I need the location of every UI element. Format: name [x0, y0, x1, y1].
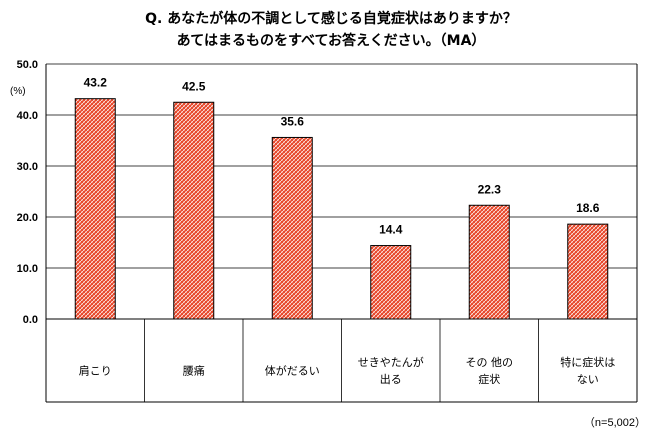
data-label-5: 22.3	[478, 182, 502, 196]
bar-5	[468, 204, 510, 320]
data-label-3: 35.6	[281, 114, 305, 128]
y-tick-label: 30.0	[17, 161, 38, 173]
category-label-4: 出る	[380, 372, 402, 386]
bar-4	[370, 245, 412, 320]
bars: 43.2 42.5 35.6 14.4 22.3 18.6	[74, 76, 609, 320]
bar-2	[173, 101, 215, 320]
category-label-3: 体がだるい	[265, 364, 320, 378]
category-label-4: せきやたんが	[358, 355, 424, 369]
category-label-2: 腰痛	[183, 364, 205, 378]
bar-6	[567, 223, 609, 320]
gridlines	[46, 63, 637, 269]
y-tick-label: 20.0	[17, 212, 38, 224]
category-label-1: 肩こり	[79, 364, 112, 378]
y-tick-label: 40.0	[17, 110, 38, 122]
y-unit-label: (%)	[10, 86, 26, 97]
category-label-5: その 他の	[466, 356, 514, 369]
question-title-line1: Q. あなたが体の不調として感じる自覚症状はありますか？	[145, 11, 517, 27]
category-label-5: 症状	[478, 372, 500, 386]
sample-size-note: （n=5,002）	[583, 417, 646, 429]
bar-1	[74, 98, 116, 320]
category-label-6: 特に症状は	[560, 355, 615, 369]
bar-3	[271, 136, 313, 320]
data-label-4: 14.4	[379, 223, 403, 237]
category-label-6: ない	[577, 373, 599, 386]
data-label-2: 42.5	[182, 79, 206, 93]
y-tick-label: 10.0	[17, 263, 38, 275]
y-tick-label: 50.0	[17, 59, 38, 71]
data-label-6: 18.6	[576, 201, 600, 215]
y-tick-label: 0.0	[23, 314, 38, 326]
data-label-1: 43.2	[84, 76, 108, 90]
question-title-line2: あてはまるものをすべてお答えください。（MA）	[176, 33, 486, 49]
